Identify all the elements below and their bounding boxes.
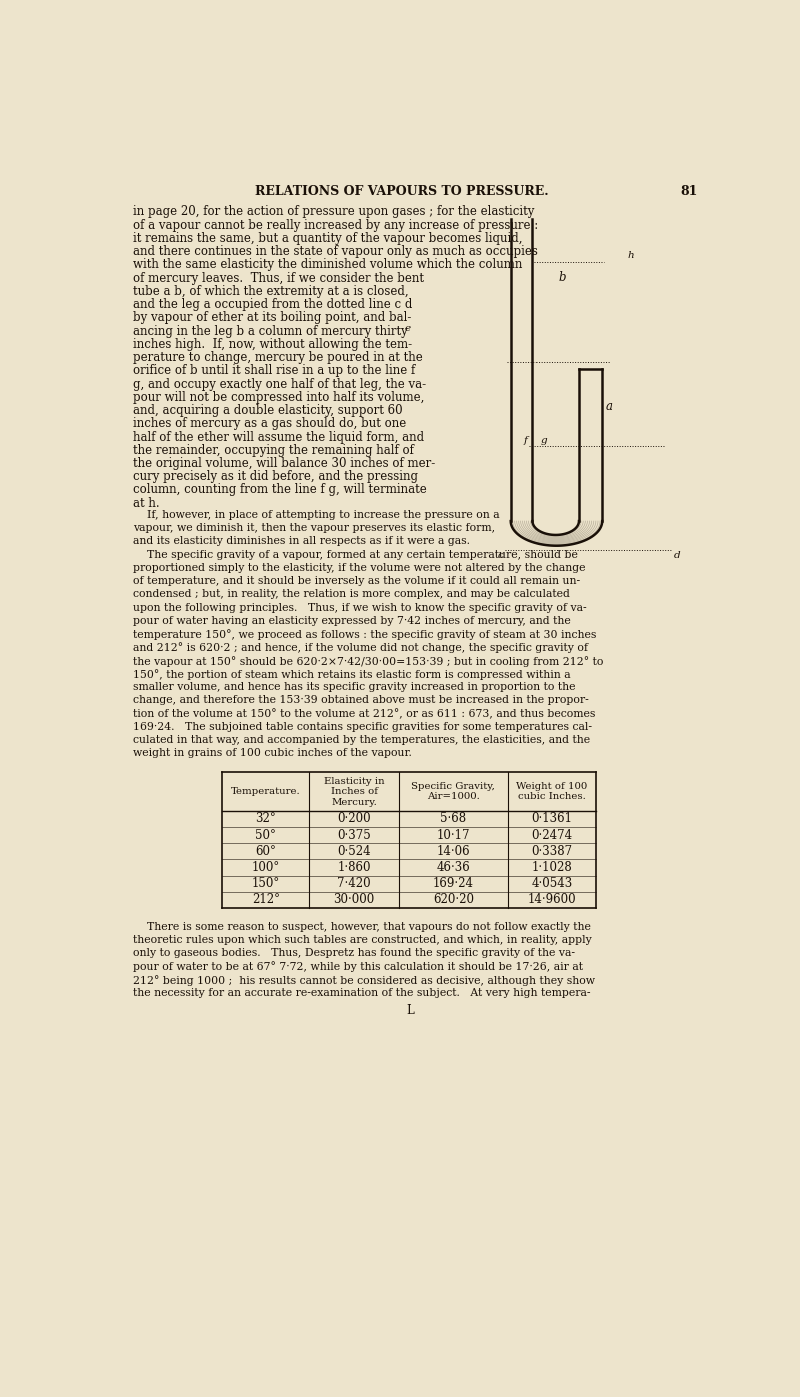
Text: e: e — [405, 324, 410, 332]
Text: of temperature, and it should be inversely as the volume if it could all remain : of temperature, and it should be inverse… — [133, 576, 580, 587]
Text: g, and occupy exactly one half of that leg, the va-: g, and occupy exactly one half of that l… — [133, 377, 426, 391]
Text: RELATIONS OF VAPOURS TO PRESSURE.: RELATIONS OF VAPOURS TO PRESSURE. — [255, 184, 549, 197]
Text: There is some reason to suspect, however, that vapours do not follow exactly the: There is some reason to suspect, however… — [133, 922, 590, 932]
Text: 46·36: 46·36 — [437, 861, 470, 875]
Text: it remains the same, but a quantity of the vapour becomes liquid,: it remains the same, but a quantity of t… — [133, 232, 522, 244]
Text: condensed ; but, in reality, the relation is more complex, and may be calculated: condensed ; but, in reality, the relatio… — [133, 590, 570, 599]
Text: b: b — [558, 271, 566, 284]
Text: column, counting from the line f g, will terminate: column, counting from the line f g, will… — [133, 483, 426, 496]
Text: c: c — [498, 550, 503, 560]
Text: and, acquiring a double elasticity, support 60: and, acquiring a double elasticity, supp… — [133, 404, 402, 418]
Text: The specific gravity of a vapour, formed at any certain temperature, should be: The specific gravity of a vapour, formed… — [133, 549, 578, 560]
Text: 1·1028: 1·1028 — [531, 861, 572, 875]
Text: at h.: at h. — [133, 497, 159, 510]
Text: 60°: 60° — [255, 845, 276, 858]
Text: the necessity for an accurate re-examination of the subject.   At very high temp: the necessity for an accurate re-examina… — [133, 988, 590, 997]
Text: 50°: 50° — [255, 828, 276, 841]
Text: If, however, in place of attempting to increase the pressure on a: If, however, in place of attempting to i… — [133, 510, 499, 520]
Text: and there continues in the state of vapour only as much as occupies: and there continues in the state of vapo… — [133, 244, 538, 258]
Text: tube a b, of which the extremity at a is closed,: tube a b, of which the extremity at a is… — [133, 285, 408, 298]
Text: of a vapour cannot be really increased by any increase of pressure :: of a vapour cannot be really increased b… — [133, 218, 538, 232]
Text: smaller volume, and hence has its specific gravity increased in proportion to th: smaller volume, and hence has its specif… — [133, 682, 575, 692]
Text: pour of water having an elasticity expressed by 7·42 inches of mercury, and the: pour of water having an elasticity expre… — [133, 616, 570, 626]
Text: by vapour of ether at its boiling point, and bal-: by vapour of ether at its boiling point,… — [133, 312, 411, 324]
Text: 150°: 150° — [252, 877, 280, 890]
Text: 4·0543: 4·0543 — [531, 877, 573, 890]
Text: cury precisely as it did before, and the pressing: cury precisely as it did before, and the… — [133, 471, 418, 483]
Text: and its elasticity diminishes in all respects as if it were a gas.: and its elasticity diminishes in all res… — [133, 536, 470, 546]
Text: pour will not be compressed into half its volume,: pour will not be compressed into half it… — [133, 391, 424, 404]
Text: orifice of b until it shall rise in a up to the line f: orifice of b until it shall rise in a up… — [133, 365, 415, 377]
Text: 7·420: 7·420 — [338, 877, 371, 890]
Text: of mercury leaves.  Thus, if we consider the bent: of mercury leaves. Thus, if we consider … — [133, 271, 423, 285]
Text: 14·9600: 14·9600 — [527, 893, 576, 907]
Text: only to gaseous bodies.   Thus, Despretz has found the specific gravity of the v: only to gaseous bodies. Thus, Despretz h… — [133, 949, 574, 958]
Text: 212°: 212° — [252, 893, 280, 907]
Text: h: h — [627, 251, 634, 260]
Text: half of the ether will assume the liquid form, and: half of the ether will assume the liquid… — [133, 430, 424, 443]
Text: f: f — [523, 436, 527, 444]
Text: and 212° is 620·2 ; and hence, if the volume did not change, the specific gravit: and 212° is 620·2 ; and hence, if the vo… — [133, 643, 587, 654]
Text: the original volume, will balance 30 inches of mer-: the original volume, will balance 30 inc… — [133, 457, 435, 469]
Text: 620·20: 620·20 — [433, 893, 474, 907]
Text: 14·06: 14·06 — [437, 845, 470, 858]
Text: 5·68: 5·68 — [440, 813, 466, 826]
Text: 1·860: 1·860 — [338, 861, 371, 875]
Text: theoretic rules upon which such tables are constructed, and which, in reality, a: theoretic rules upon which such tables a… — [133, 935, 591, 944]
Text: Elasticity in
Inches of
Mercury.: Elasticity in Inches of Mercury. — [324, 777, 385, 806]
Text: the remainder, occupying the remaining half of: the remainder, occupying the remaining h… — [133, 444, 414, 457]
Text: inches high.  If, now, without allowing the tem-: inches high. If, now, without allowing t… — [133, 338, 412, 351]
Text: L: L — [406, 1004, 414, 1017]
Text: a: a — [606, 400, 613, 414]
Text: Weight of 100
cubic Inches.: Weight of 100 cubic Inches. — [516, 782, 587, 802]
Text: d: d — [674, 550, 680, 560]
Text: 32°: 32° — [255, 813, 276, 826]
Text: 212° being 1000 ;  his results cannot be considered as decisive, although they s: 212° being 1000 ; his results cannot be … — [133, 975, 594, 986]
Text: Temperature.: Temperature. — [231, 787, 301, 796]
Text: 0·375: 0·375 — [338, 828, 371, 841]
Text: 0·1361: 0·1361 — [531, 813, 572, 826]
Text: 81: 81 — [680, 184, 698, 197]
Text: tion of the volume at 150° to the volume at 212°, or as 611 : 673, and thus beco: tion of the volume at 150° to the volume… — [133, 708, 595, 719]
Text: g: g — [540, 436, 547, 444]
Text: 150°, the portion of steam which retains its elastic form is compressed within a: 150°, the portion of steam which retains… — [133, 669, 570, 680]
Text: change, and therefore the 153·39 obtained above must be increased in the propor-: change, and therefore the 153·39 obtaine… — [133, 696, 588, 705]
Text: ancing in the leg b a column of mercury thirty: ancing in the leg b a column of mercury … — [133, 324, 407, 338]
Text: temperature 150°, we proceed as follows : the specific gravity of steam at 30 in: temperature 150°, we proceed as follows … — [133, 629, 596, 640]
Text: culated in that way, and accompanied by the temperatures, the elasticities, and : culated in that way, and accompanied by … — [133, 735, 590, 745]
Text: 0·2474: 0·2474 — [531, 828, 572, 841]
Text: the vapour at 150° should be 620·2×7·42/30·00=153·39 ; but in cooling from 212° : the vapour at 150° should be 620·2×7·42/… — [133, 655, 603, 666]
Text: with the same elasticity the diminished volume which the column: with the same elasticity the diminished … — [133, 258, 522, 271]
Text: upon the following principles.   Thus, if we wish to know the specific gravity o: upon the following principles. Thus, if … — [133, 602, 586, 613]
Text: and the leg a occupied from the dotted line c d: and the leg a occupied from the dotted l… — [133, 298, 412, 312]
Text: 0·200: 0·200 — [338, 813, 371, 826]
Text: 0·3387: 0·3387 — [531, 845, 572, 858]
Text: 10·17: 10·17 — [437, 828, 470, 841]
Text: Specific Gravity,
Air=1000.: Specific Gravity, Air=1000. — [411, 782, 495, 802]
Text: in page 20, for the action of pressure upon gases ; for the elasticity: in page 20, for the action of pressure u… — [133, 205, 534, 218]
Text: perature to change, mercury be poured in at the: perature to change, mercury be poured in… — [133, 351, 422, 365]
Text: inches of mercury as a gas should do, but one: inches of mercury as a gas should do, bu… — [133, 418, 406, 430]
Text: 169·24.   The subjoined table contains specific gravities for some temperatures : 169·24. The subjoined table contains spe… — [133, 722, 591, 732]
Text: weight in grains of 100 cubic inches of the vapour.: weight in grains of 100 cubic inches of … — [133, 749, 411, 759]
Text: 100°: 100° — [252, 861, 280, 875]
Text: pour of water to be at 67° 7·72, while by this calculation it should be 17·26, a: pour of water to be at 67° 7·72, while b… — [133, 961, 582, 972]
Text: proportioned simply to the elasticity, if the volume were not altered by the cha: proportioned simply to the elasticity, i… — [133, 563, 585, 573]
Text: 30·000: 30·000 — [334, 893, 375, 907]
Text: 0·524: 0·524 — [338, 845, 371, 858]
Text: 169·24: 169·24 — [433, 877, 474, 890]
Text: vapour, we diminish it, then the vapour preserves its elastic form,: vapour, we diminish it, then the vapour … — [133, 524, 494, 534]
